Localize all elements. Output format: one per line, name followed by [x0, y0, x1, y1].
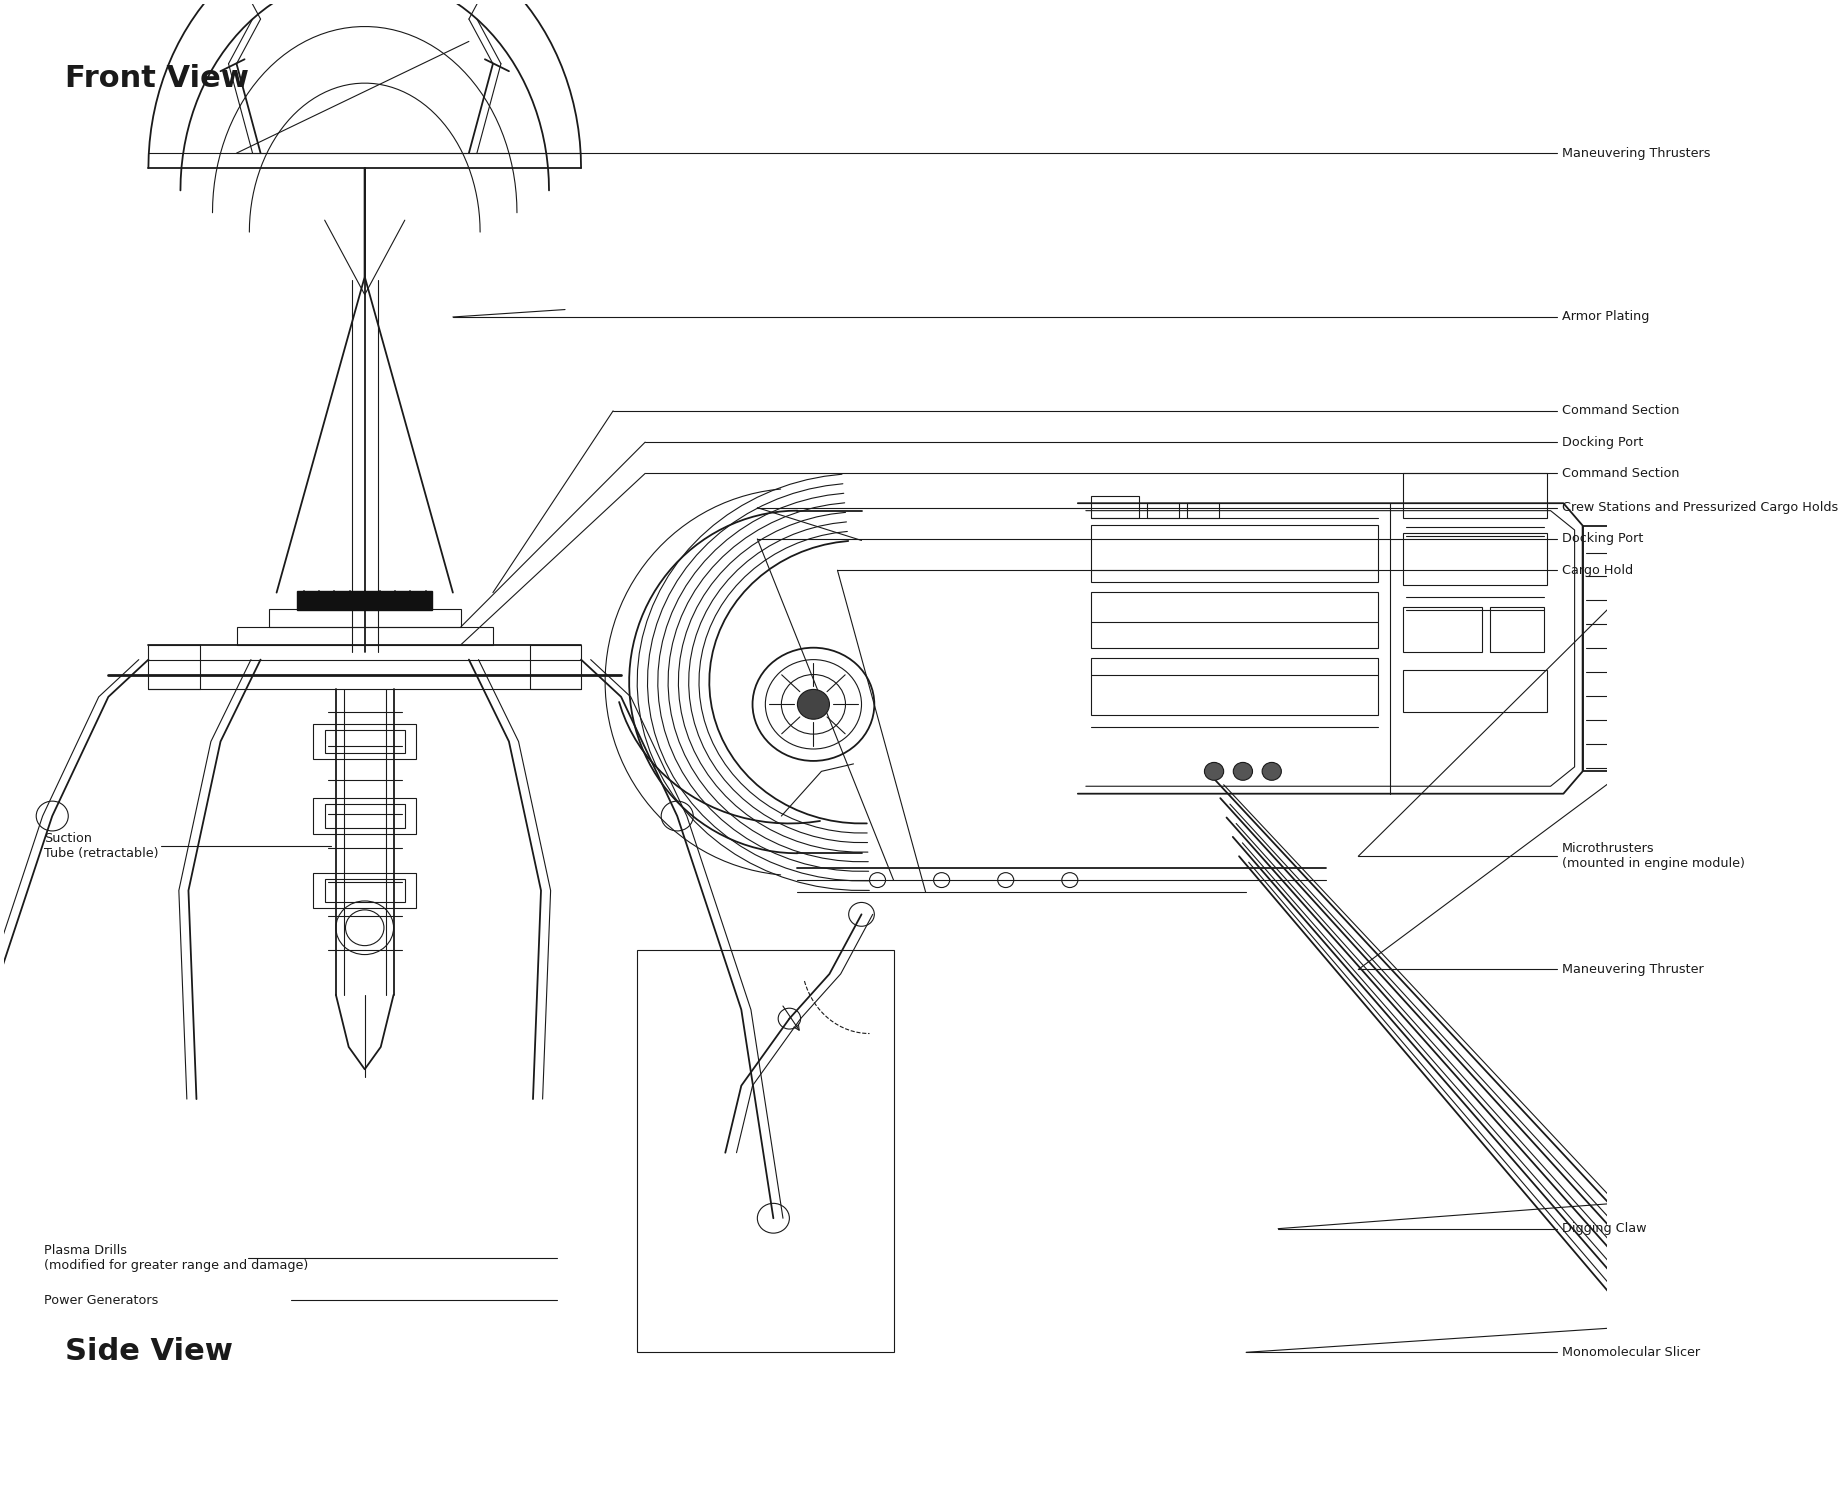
Bar [1583, 526, 1638, 771]
Bar [314, 798, 416, 834]
Bar [530, 644, 582, 689]
Text: Docking Port: Docking Port [1563, 532, 1644, 545]
Bar [1092, 659, 1378, 715]
Text: Armor Plating: Armor Plating [1563, 310, 1649, 324]
Text: Cargo Hold: Cargo Hold [1563, 563, 1633, 577]
Bar [314, 724, 416, 759]
Bar [314, 873, 416, 908]
Bar [325, 730, 404, 753]
Bar [1147, 503, 1178, 518]
Bar [637, 950, 894, 1353]
Bar [1491, 608, 1544, 652]
Bar [1404, 670, 1548, 712]
Text: Digging Claw: Digging Claw [1563, 1222, 1646, 1236]
Text: Docking Port: Docking Port [1563, 436, 1644, 448]
Text: Plasma Drills
(modified for greater range and damage): Plasma Drills (modified for greater rang… [44, 1245, 308, 1272]
Text: Monomolecular Slicer: Monomolecular Slicer [1563, 1345, 1699, 1359]
Text: Maneuvering Thrusters: Maneuvering Thrusters [1563, 147, 1710, 160]
Bar [1092, 526, 1378, 581]
Text: Suction
Tube (retractable): Suction Tube (retractable) [44, 831, 159, 860]
Bar [325, 804, 404, 828]
Circle shape [1204, 762, 1225, 780]
Bar [325, 879, 404, 902]
Text: Microthrusters
(mounted in engine module): Microthrusters (mounted in engine module… [1563, 842, 1745, 870]
Bar [1092, 592, 1378, 649]
Text: Crew Stations and Pressurized Cargo Holds: Crew Stations and Pressurized Cargo Hold… [1563, 502, 1838, 514]
Text: Command Section: Command Section [1563, 404, 1679, 418]
Text: Front View: Front View [65, 64, 249, 93]
Bar [148, 644, 199, 689]
Text: Power Generators: Power Generators [44, 1294, 159, 1306]
Text: Maneuvering Thruster: Maneuvering Thruster [1563, 963, 1703, 977]
Circle shape [1234, 762, 1252, 780]
Polygon shape [297, 592, 432, 611]
Circle shape [798, 689, 829, 719]
Text: Command Section: Command Section [1563, 467, 1679, 479]
Bar [1404, 533, 1548, 586]
Bar [1404, 608, 1483, 652]
Text: Side View: Side View [65, 1338, 233, 1366]
Bar [1638, 518, 1659, 779]
Bar [268, 610, 462, 626]
Bar [1092, 496, 1140, 518]
Bar [236, 626, 493, 644]
Bar [1404, 473, 1548, 518]
Bar [1188, 503, 1219, 518]
Circle shape [1262, 762, 1282, 780]
